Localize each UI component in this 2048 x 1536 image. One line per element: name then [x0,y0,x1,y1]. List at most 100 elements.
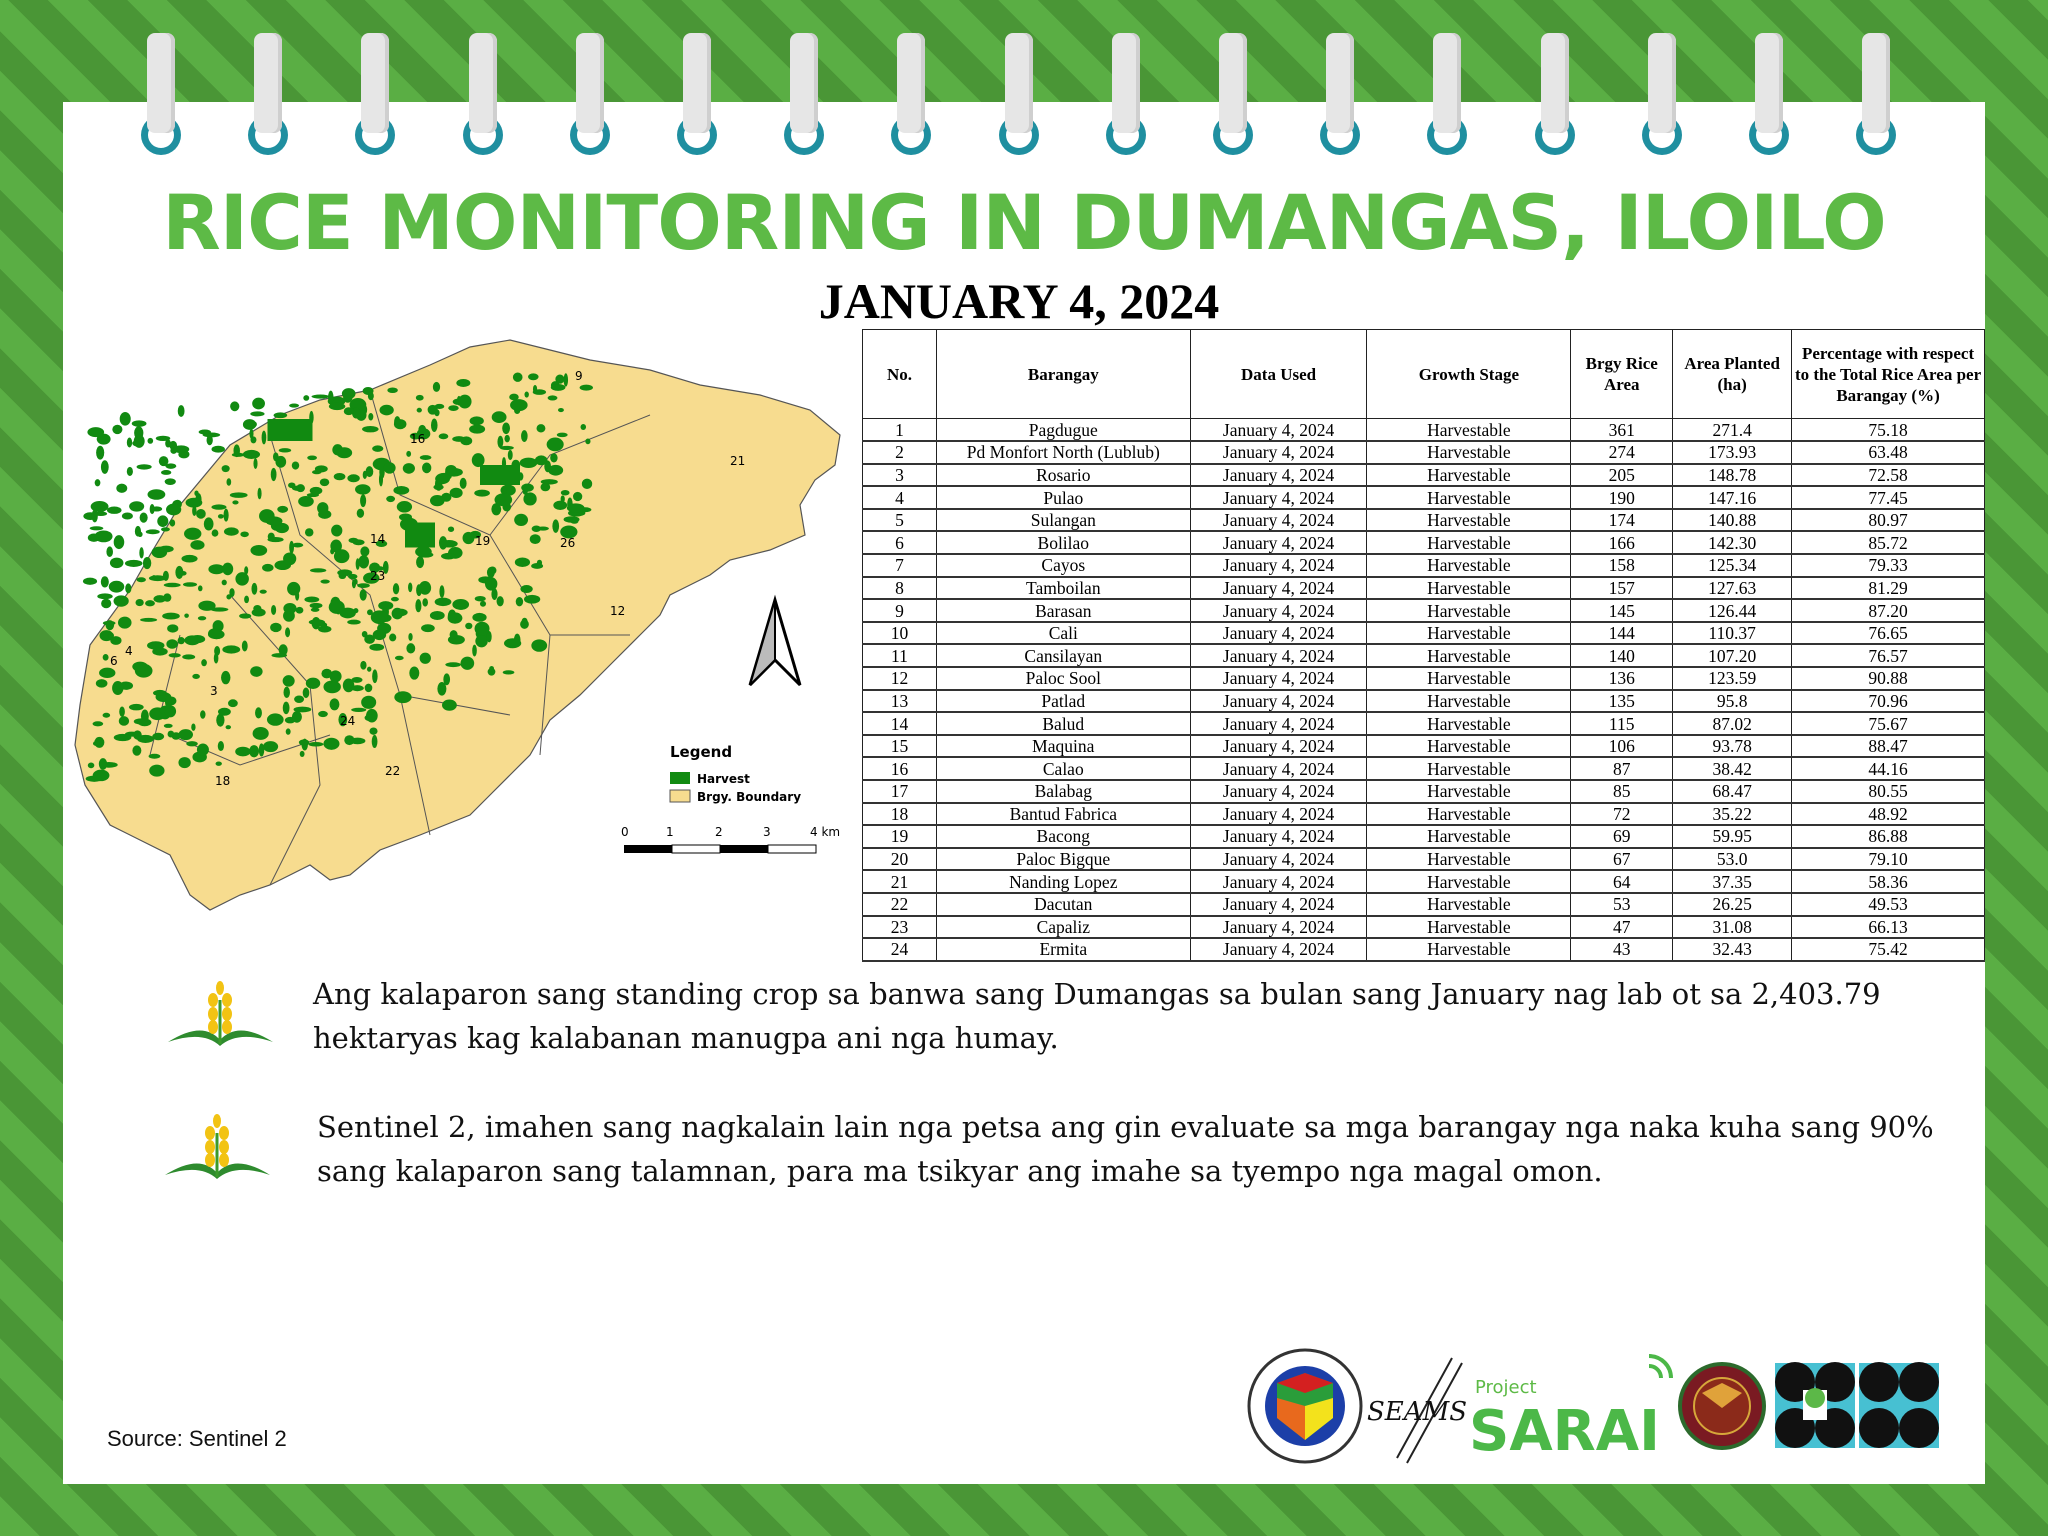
cell-area-planted: 59.95 [1672,825,1793,849]
cell-area-planted: 148.78 [1672,463,1793,488]
harvest-patch [131,420,147,427]
harvest-patch [422,598,429,607]
harvest-patch [430,418,438,432]
harvest-patch [318,710,328,718]
harvest-patch [370,610,388,625]
harvest-patch [452,436,466,442]
harvest-patch [550,453,558,463]
cell-growth-stage: Harvestable [1366,531,1572,556]
legend-label-harvest: Harvest [697,772,750,786]
harvest-patch [523,492,537,506]
harvest-patch [152,732,165,741]
harvest-patch [439,585,445,598]
cell-barangay: Cali [935,621,1191,646]
barangay-label: 12 [610,604,625,618]
harvest-patch [323,737,340,750]
cell-data-used: January 4, 2024 [1189,712,1368,736]
harvest-patch [480,465,520,485]
harvest-patch [552,519,560,533]
harvest-patch [96,433,111,445]
harvest-patch [162,570,169,582]
harvest-patch [491,588,498,600]
harvest-patch [250,544,268,556]
harvest-patch [283,552,297,566]
cell-percentage: 44.16 [1791,757,1985,781]
harvest-patch [497,435,504,448]
cell-brgy-rice-area: 157 [1570,576,1674,601]
barangay-label: 18 [215,774,230,788]
cell-growth-stage: Harvestable [1366,463,1572,488]
harvest-patch [229,492,248,498]
harvest-patch [455,603,468,610]
cell-data-used: January 4, 2024 [1189,667,1368,691]
cell-barangay: Balabag [935,780,1191,804]
binding-ring [248,33,289,163]
cell-brgy-rice-area: 205 [1570,463,1674,488]
cell-no: 16 [862,757,937,781]
harvest-patch [491,411,507,423]
harvest-patch [270,467,277,482]
cell-no: 17 [862,780,937,804]
harvest-patch [274,522,289,534]
harvest-patch [348,573,358,580]
cell-area-planted: 26.25 [1672,892,1793,917]
cell-barangay: Ermita [935,938,1191,962]
harvest-patch [233,444,240,458]
report-date: JANUARY 4, 2024 [818,273,1220,329]
header-no: No. [862,329,937,419]
harvest-patch [253,458,258,470]
harvest-patch [145,529,160,535]
harvest-patch [419,652,431,664]
harvest-patch [348,537,359,543]
harvest-patch [102,712,111,718]
harvest-patch [108,580,125,593]
harvest-patch [581,478,593,490]
harvest-patch [206,435,213,446]
harvest-patch [349,737,366,745]
cell-no: 15 [862,734,937,759]
harvest-patch [121,512,133,520]
harvest-patch [311,394,330,399]
harvest-patch [267,419,313,441]
cell-data-used: January 4, 2024 [1189,531,1368,556]
cell-brgy-rice-area: 47 [1570,915,1674,940]
harvest-patch [408,632,413,641]
harvest-patch [223,527,239,536]
harvest-patch [387,387,398,394]
harvest-patch [371,734,378,749]
harvest-patch [270,622,282,633]
cell-area-planted: 147.16 [1672,486,1793,510]
harvest-patch [87,427,105,438]
cell-percentage: 87.20 [1791,599,1985,623]
harvest-patch [529,534,541,545]
harvest-patch [145,600,155,607]
harvest-patch [98,758,108,770]
cell-brgy-rice-area: 72 [1570,802,1674,827]
harvest-patch [364,683,373,693]
harvest-patch [409,666,420,680]
harvest-patch [107,632,114,639]
cell-data-used: January 4, 2024 [1189,644,1368,669]
cell-brgy-rice-area: 158 [1570,554,1674,578]
harvest-patch [191,723,196,731]
harvest-patch [391,607,404,620]
harvest-patch [394,691,412,704]
harvest-patch [486,631,492,643]
harvest-patch [282,701,290,715]
harvest-patch [382,560,389,574]
harvest-patch [415,394,424,401]
harvest-patch [190,540,205,550]
harvest-patch [475,634,488,648]
barangay-label: 23 [370,569,385,583]
harvest-patch [173,445,190,454]
cell-brgy-rice-area: 144 [1570,621,1674,646]
harvest-patch [285,627,291,638]
harvest-patch [409,432,421,440]
harvest-patch [351,707,367,712]
harvest-patch [558,408,564,413]
harvest-patch [164,695,172,709]
cell-no: 14 [862,712,937,736]
cell-growth-stage: Harvestable [1366,576,1572,601]
harvest-patch [405,522,435,548]
table-row: 20 Paloc Bigque January 4, 2024 Harvestable… [862,847,1985,872]
